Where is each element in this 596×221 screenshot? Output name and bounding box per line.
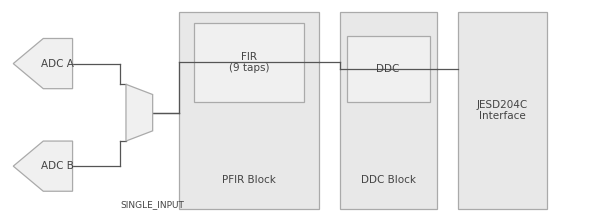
Polygon shape (13, 38, 73, 89)
Bar (347, 36, 430, 102)
Bar (340, 12, 437, 209)
Polygon shape (13, 141, 73, 191)
Text: DDC Block: DDC Block (361, 175, 416, 185)
Text: DDC: DDC (377, 64, 400, 74)
Text: FIR
(9 taps): FIR (9 taps) (229, 52, 269, 73)
Bar (194, 23, 304, 102)
Bar (179, 12, 319, 209)
Text: ADC A: ADC A (42, 59, 74, 69)
Text: PFIR Block: PFIR Block (222, 175, 276, 185)
Text: ADC B: ADC B (42, 161, 74, 171)
Polygon shape (126, 84, 153, 141)
Bar (458, 12, 547, 209)
Text: JESD204C
Interface: JESD204C Interface (477, 100, 528, 121)
Text: SINGLE_INPUT: SINGLE_INPUT (120, 200, 184, 209)
